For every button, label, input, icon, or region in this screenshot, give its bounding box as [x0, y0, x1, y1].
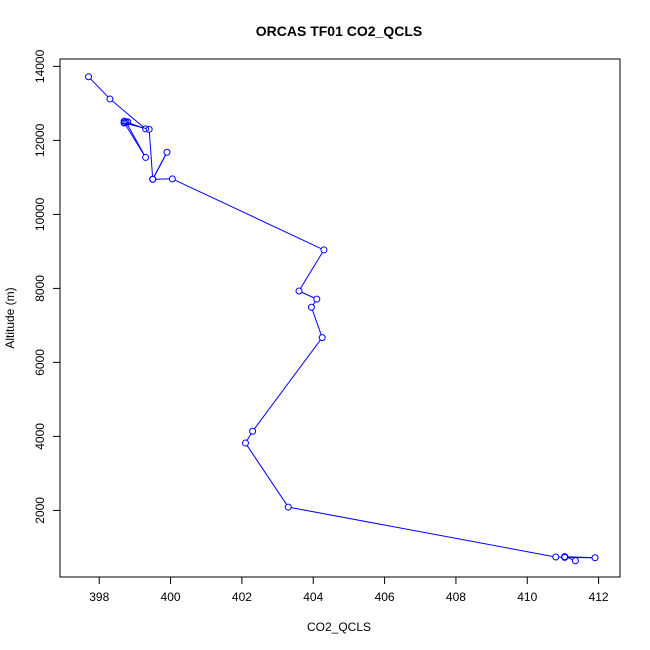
series-line-segment [111, 100, 144, 128]
x-tick-label: 408 [446, 590, 466, 604]
data-point [552, 553, 560, 561]
data-point [241, 439, 249, 447]
data-point [120, 119, 128, 127]
x-axis-label: CO2_QCLS [307, 620, 371, 634]
data-point [163, 148, 171, 156]
data-point [318, 334, 326, 342]
y-tick-label: 14000 [33, 49, 47, 83]
data-point [249, 427, 257, 435]
data-point [149, 175, 157, 183]
data-point [122, 118, 130, 126]
x-tick-label: 400 [161, 590, 181, 604]
series-line-segment [246, 445, 288, 505]
y-tick-label: 10000 [33, 197, 47, 231]
x-tick-label: 398 [89, 590, 109, 604]
data-point [85, 73, 93, 81]
y-tick-label: 8000 [33, 275, 47, 302]
plot-frame [59, 58, 621, 578]
y-tick-label: 4000 [33, 423, 47, 450]
series-line-segment [153, 154, 167, 177]
series-line-segment [291, 507, 553, 557]
y-tick-label: 6000 [33, 349, 47, 376]
data-point [307, 303, 315, 311]
series-line-segment [253, 339, 321, 430]
series-line-segment [246, 433, 252, 441]
x-tick-label: 410 [517, 590, 537, 604]
x-axis: 398 400 402 404 406 408 410 412 [89, 577, 609, 604]
series-line-segment [174, 179, 322, 250]
series-line-segment [301, 291, 315, 299]
series-line-segment [311, 309, 322, 335]
chart-title: ORCAS TF01 CO2_QCLS [256, 23, 422, 39]
y-tick-label: 12000 [33, 123, 47, 157]
data-point [320, 246, 328, 254]
data-point [561, 553, 569, 561]
series-line-segment [300, 252, 323, 289]
x-tick-label: 404 [303, 590, 323, 604]
x-tick-label: 402 [232, 590, 252, 604]
series-line-segment [567, 557, 573, 561]
series-line-segment [567, 556, 593, 559]
y-axis: 2000 4000 6000 8000 10000 12000 14000 [33, 49, 60, 524]
data-point [295, 287, 303, 295]
series-line-segment [126, 124, 145, 156]
data-point [571, 557, 579, 565]
y-tick-label: 2000 [33, 497, 47, 524]
data-point [142, 153, 150, 161]
series-line-segment [90, 78, 109, 98]
data-point [591, 554, 599, 562]
data-point [313, 295, 321, 303]
data-point [106, 95, 114, 103]
data-point [142, 125, 150, 133]
x-tick-label: 412 [589, 590, 609, 604]
data-point [284, 503, 292, 511]
data-point [145, 125, 153, 133]
series-line-segment [148, 132, 154, 177]
data-point [168, 175, 176, 183]
y-axis-label: Altitude (m) [3, 287, 17, 348]
x-tick-label: 406 [375, 590, 395, 604]
series-line-segment [312, 301, 316, 306]
series-layer [85, 73, 599, 565]
